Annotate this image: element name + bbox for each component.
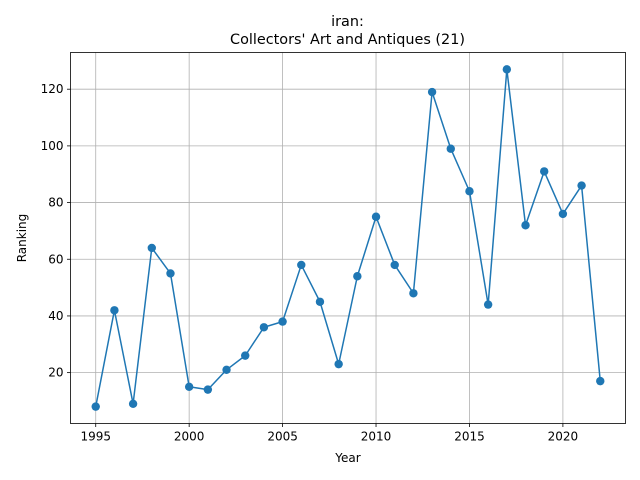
data-point	[315, 297, 325, 306]
data-point	[558, 209, 568, 219]
x-tick-label: 2005	[267, 430, 298, 444]
data-point	[278, 317, 287, 326]
x-tick-label: 2000	[174, 430, 205, 444]
series-layer	[91, 65, 605, 411]
y-axis-label: Ranking	[15, 214, 29, 263]
chart-subtitle: Collectors' Art and Antiques (21)	[230, 32, 465, 48]
data-point	[222, 365, 231, 374]
data-point	[166, 269, 175, 278]
x-tick-label: 2015	[454, 430, 485, 444]
data-point	[371, 212, 381, 221]
y-tick-label: 100	[41, 139, 64, 153]
data-point	[390, 260, 399, 270]
data-point	[540, 167, 549, 176]
data-point	[465, 187, 474, 196]
data-point	[577, 181, 586, 190]
data-point	[259, 323, 269, 332]
y-tick-label: 80	[48, 196, 63, 210]
y-tick-label: 60	[48, 252, 63, 266]
data-point	[427, 87, 437, 97]
x-tick-label: 2020	[548, 430, 579, 444]
x-tick-label: 2010	[361, 430, 392, 444]
grid	[70, 52, 626, 424]
data-point	[353, 272, 362, 281]
data-point	[184, 382, 194, 391]
y-tick-label: 40	[48, 309, 63, 323]
data-point	[91, 402, 100, 411]
y-tick-label: 120	[41, 82, 64, 96]
chart-title: iran:	[331, 14, 364, 30]
data-point	[483, 300, 493, 309]
plot-frame	[70, 52, 626, 424]
data-point	[110, 306, 119, 315]
data-point	[334, 359, 343, 369]
data-point	[502, 65, 512, 74]
data-point	[596, 376, 605, 386]
data-point	[521, 221, 530, 230]
data-point	[147, 243, 156, 253]
data-point	[409, 289, 418, 298]
data-point	[203, 385, 213, 394]
x-axis-label: Year	[334, 451, 360, 465]
data-point	[241, 351, 250, 360]
y-tick-label: 20	[48, 366, 63, 380]
series-line	[94, 68, 602, 407]
data-point	[446, 144, 455, 153]
x-tick-label: 1995	[80, 430, 111, 444]
data-point	[297, 260, 306, 270]
data-point	[128, 399, 138, 409]
